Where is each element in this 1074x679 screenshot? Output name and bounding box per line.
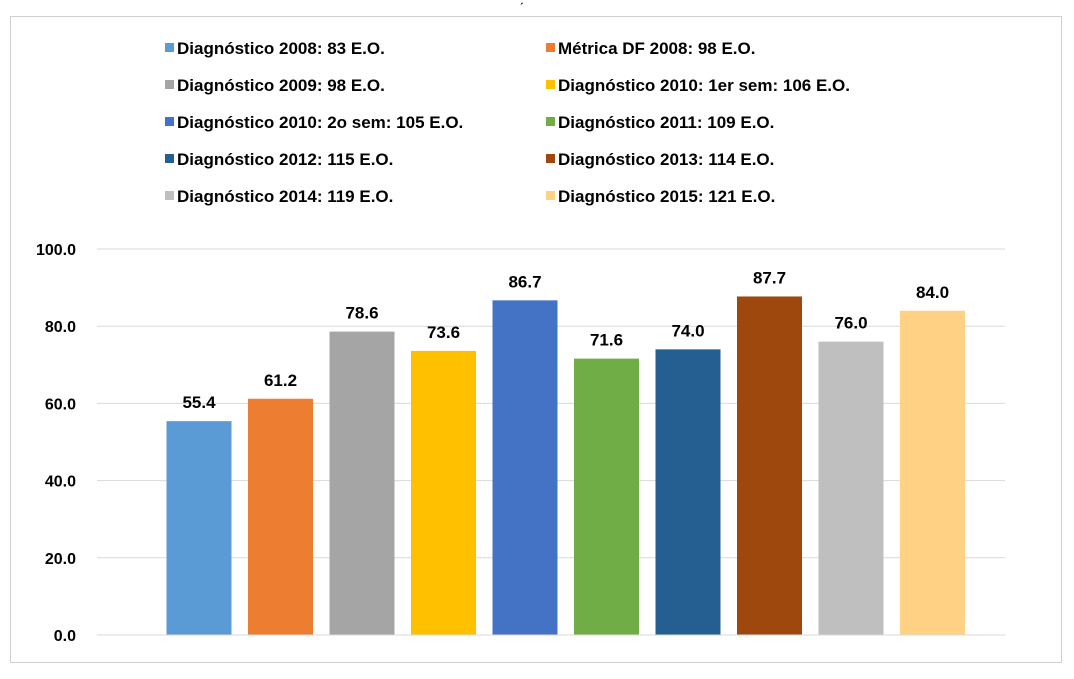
legend-swatch <box>546 80 555 89</box>
data-label: 61.2 <box>264 371 297 390</box>
bar <box>900 310 965 635</box>
data-label: 78.6 <box>345 304 378 323</box>
y-tick-label: 40.0 <box>45 474 76 491</box>
legend-swatch <box>165 117 174 126</box>
data-label: 84.0 <box>916 283 949 302</box>
data-label: 73.6 <box>427 323 460 342</box>
y-tick-label: 60.0 <box>45 396 76 413</box>
legend-item: Diagnóstico 2013: 114 E.O. <box>546 150 774 169</box>
legend-label: Diagnóstico 2008: 83 E.O. <box>177 39 385 58</box>
bar <box>492 300 558 635</box>
legend-swatch <box>165 43 174 52</box>
y-tick-label: 20.0 <box>45 551 76 568</box>
top-mark: ´ <box>520 2 524 14</box>
y-tick-label: 80.0 <box>45 319 76 336</box>
data-label: 74.0 <box>671 321 704 340</box>
legend-item: Diagnóstico 2014: 119 E.O. <box>165 187 393 206</box>
legend-label: Diagnóstico 2010: 2o sem: 105 E.O. <box>177 113 463 132</box>
legend-swatch <box>546 43 555 52</box>
data-label: 86.7 <box>508 272 541 291</box>
bar <box>574 358 639 635</box>
legend-label: Diagnóstico 2009: 98 E.O. <box>177 76 385 95</box>
bar <box>329 331 395 635</box>
legend-item: Diagnóstico 2010: 1er sem: 106 E.O. <box>546 76 850 95</box>
legend-item: Diagnóstico 2009: 98 E.O. <box>165 76 385 95</box>
legend-label: Métrica DF 2008: 98 E.O. <box>558 39 755 58</box>
y-tick-label: 100.0 <box>36 242 76 259</box>
data-label: 76.0 <box>834 314 867 333</box>
legend-swatch <box>546 117 555 126</box>
y-tick-label: 0.0 <box>54 628 76 645</box>
data-label: 87.7 <box>753 268 786 287</box>
bar <box>655 349 721 635</box>
legend-label: Diagnóstico 2015: 121 E.O. <box>558 187 775 206</box>
legend-swatch <box>165 80 174 89</box>
legend-item: Métrica DF 2008: 98 E.O. <box>546 39 755 58</box>
legend-label: Diagnóstico 2012: 115 E.O. <box>177 150 393 169</box>
legend-swatch <box>165 154 174 163</box>
legend-label: Diagnóstico 2013: 114 E.O. <box>558 150 774 169</box>
legend-item: Diagnóstico 2015: 121 E.O. <box>546 187 775 206</box>
bar <box>248 398 313 635</box>
legend-label: Diagnóstico 2011: 109 E.O. <box>558 113 774 132</box>
legend-item: Diagnóstico 2010: 2o sem: 105 E.O. <box>165 113 463 132</box>
legend-swatch <box>165 191 174 200</box>
legend-label: Diagnóstico 2010: 1er sem: 106 E.O. <box>558 76 850 95</box>
bar <box>411 350 476 635</box>
legend-swatch <box>546 154 555 163</box>
data-label: 55.4 <box>182 393 216 412</box>
legend-item: Diagnóstico 2008: 83 E.O. <box>165 39 385 58</box>
data-label: 71.6 <box>590 331 623 350</box>
legend-label: Diagnóstico 2014: 119 E.O. <box>177 187 393 206</box>
bar <box>737 296 802 635</box>
legend-item: Diagnóstico 2012: 115 E.O. <box>165 150 393 169</box>
bar <box>166 421 232 635</box>
legend-item: Diagnóstico 2011: 109 E.O. <box>546 113 774 132</box>
legend-swatch <box>546 191 555 200</box>
bar <box>818 341 884 635</box>
